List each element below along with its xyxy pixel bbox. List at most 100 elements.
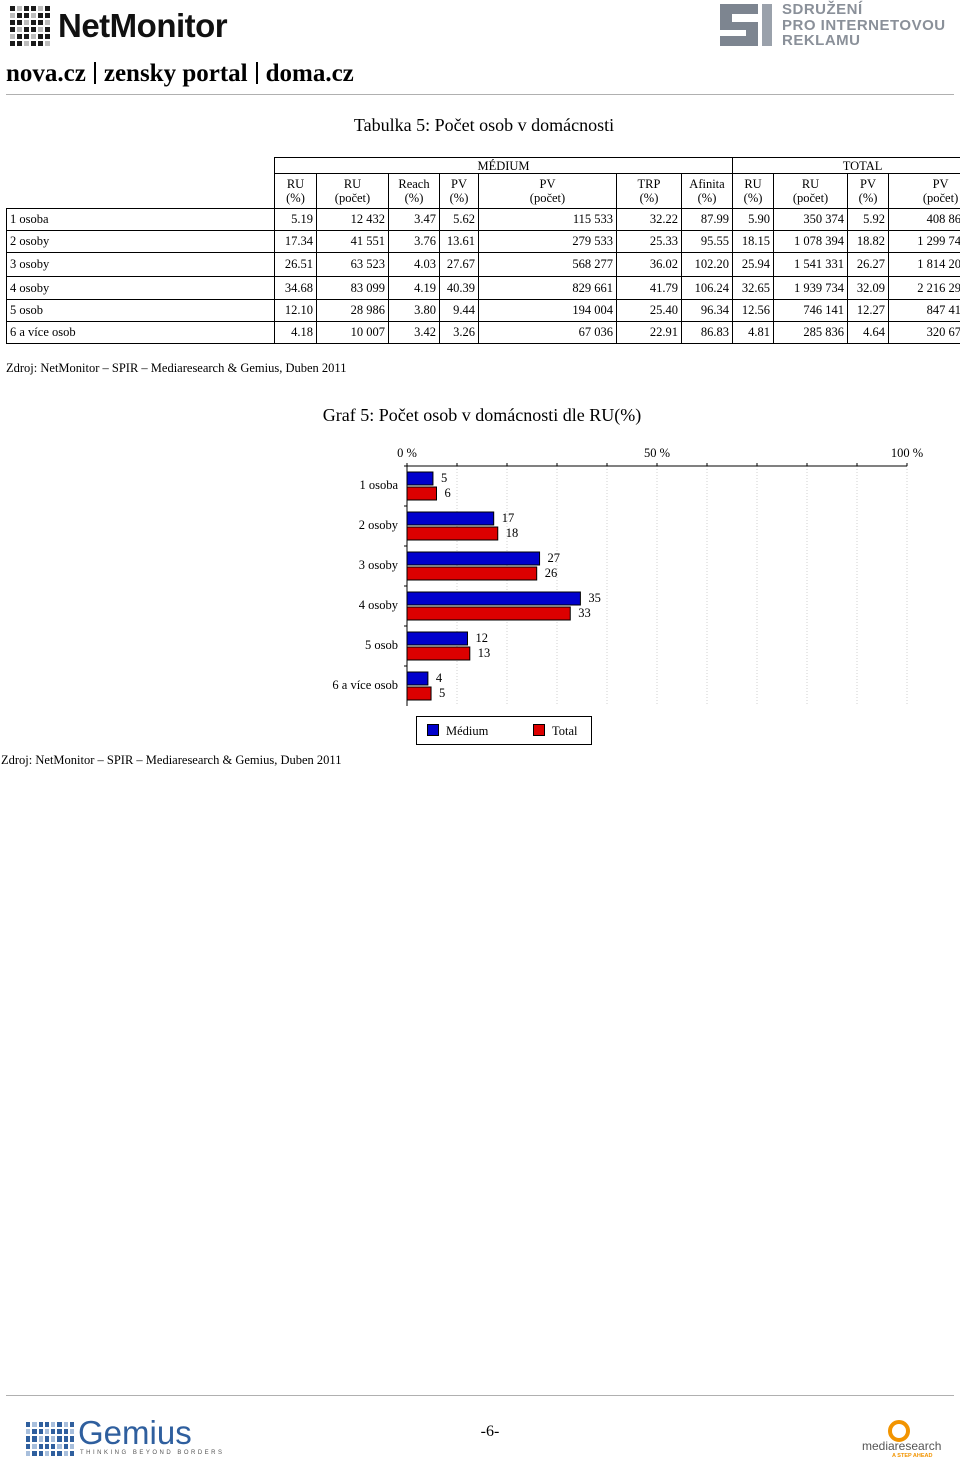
- table-cell: 12.10: [274, 299, 317, 322]
- spir-logo-line-3: REKLAMU: [782, 32, 861, 49]
- table-cell: 5.62: [439, 208, 479, 231]
- table-cell: 96.34: [680, 299, 734, 322]
- page-number: -6-: [0, 1423, 960, 1441]
- table-cell: 5.19: [274, 208, 317, 231]
- table-cell: 41 551: [316, 230, 389, 253]
- table-row: 2 osoby 17.34 41 551 3.76 13.61 279 533 25.33 9…: [6, 230, 960, 253]
- table-title-text: Tabulka 5: Počet osob v domácnosti: [353, 115, 615, 135]
- column-header-line-1: PV: [860, 177, 877, 191]
- header-divider: [6, 94, 954, 95]
- data-label-total: 26: [545, 566, 558, 580]
- row-label: 1 osoba: [6, 208, 275, 231]
- table-cell: 3.76: [388, 230, 440, 253]
- table-cell: 4.18: [274, 321, 317, 344]
- table-cell: 83 099: [316, 276, 389, 300]
- y-tick-label: 5 osob: [365, 638, 398, 652]
- column-header-line-1: Reach: [398, 177, 430, 191]
- table-title: Tabulka 5: Počet osob v domácnosti: [0, 115, 960, 136]
- table-cell: 5.92: [847, 208, 890, 231]
- netmonitor-logo-mark: [10, 6, 50, 46]
- bar-total: [406, 566, 538, 581]
- table-cell: 279 533: [478, 230, 617, 253]
- table-cell: 12 432: [316, 208, 389, 231]
- column-header: RU (počet): [773, 173, 849, 209]
- mediaresearch-logo-text: mediaresearch: [862, 1439, 942, 1453]
- column-header-line-1: RU: [744, 177, 762, 191]
- table-cell: 350 374: [773, 208, 849, 231]
- group-header-total: TOTAL: [732, 157, 960, 174]
- group-header-medium: MÉDIUM: [273, 157, 734, 174]
- column-header-line-1: PV: [932, 177, 949, 191]
- data-label-medium: 12: [476, 631, 489, 645]
- site-separator: [255, 62, 258, 84]
- spir-logo-line-1: SDRUŽENÍ: [782, 1, 863, 18]
- data-label-medium: 35: [588, 591, 601, 605]
- legend-item-medium: Médium: [427, 724, 488, 739]
- data-table: MÉDIUM TOTAL RU (%) RU (počet) Reach (%) PV (%)…: [6, 157, 960, 344]
- column-header: PV (počet): [888, 173, 960, 209]
- column-header-line-2: (počet): [792, 191, 829, 205]
- column-header-line-1: PV: [451, 177, 467, 191]
- gemius-tagline: THINKING BEYOND BORDERS: [80, 1450, 225, 1456]
- table-cell: 32.09: [847, 276, 890, 300]
- table-cell: 12.56: [732, 299, 775, 322]
- table-cell: 41.79: [616, 276, 682, 300]
- chart-title: Graf 5: Počet osob v domácnosti dle RU(%…: [0, 405, 960, 426]
- table-cell: 32.65: [732, 276, 775, 300]
- footer-divider: [6, 1395, 954, 1396]
- spir-logo-text: SDRUŽENÍ PRO INTERNETOVOU REKLAMU: [782, 2, 946, 49]
- table-cell: 285 836: [773, 321, 849, 344]
- gemius-logo-text: Gemius: [78, 1414, 192, 1451]
- table-row: 3 osoby 26.51 63 523 4.03 27.67 568 277 36.02 1…: [6, 252, 960, 277]
- table-cell: 4.03: [388, 252, 440, 277]
- column-header: Reach (%): [388, 173, 440, 209]
- data-label-total: 6: [445, 486, 451, 500]
- column-header-line-1: RU: [801, 177, 820, 191]
- site-name-1: nova.cz: [6, 60, 86, 87]
- table-cell: 194 004: [478, 299, 617, 322]
- mediaresearch-tagline: A STEP AHEAD: [892, 1453, 933, 1459]
- column-header: TRP (%): [616, 173, 682, 209]
- table-cell: 34.68: [274, 276, 317, 300]
- site-separator: [93, 62, 96, 84]
- table-cell: 63 523: [316, 252, 389, 277]
- table-cell: 1 541 331: [773, 252, 849, 277]
- row-label: 6 a více osob: [6, 321, 275, 344]
- table-cell: 1 939 734: [773, 276, 849, 300]
- table-cell: 32.22: [616, 208, 682, 231]
- table-cell: 9.44: [439, 299, 479, 322]
- data-label-medium: 27: [548, 551, 561, 565]
- column-header: RU (počet): [316, 173, 389, 209]
- column-header-line-2: (%): [404, 191, 424, 205]
- bar-medium: [406, 631, 468, 646]
- netmonitor-logo: NetMonitor: [10, 4, 250, 48]
- mediaresearch-logo: mediaresearch A STEP AHEAD: [862, 1420, 952, 1460]
- spir-logo-line-2: PRO INTERNETOVOU: [782, 16, 946, 34]
- data-label-total: 18: [506, 526, 519, 540]
- table-cell: 27.67: [439, 252, 479, 277]
- table-cell: 102.20: [680, 252, 734, 277]
- x-tick-label: 100 %: [891, 446, 923, 460]
- table-cell: 847 410 212: [888, 299, 960, 322]
- table-cell: 829 661: [478, 276, 617, 300]
- table-cell: 18.82: [847, 230, 890, 253]
- table-row: 5 osob 12.10 28 986 3.80 9.44 194 004 25.40 96.…: [6, 299, 960, 322]
- table-row: 1 osoba 5.19 12 432 3.47 5.62 115 533 32.22 87.…: [6, 208, 960, 231]
- y-tick-label: 3 osoby: [359, 558, 399, 572]
- table-cell: 4.64: [847, 321, 890, 344]
- table-cell: 18.15: [732, 230, 775, 253]
- column-header-line-2: (%): [286, 191, 305, 205]
- row-header-blank: [6, 157, 275, 209]
- table-cell: 568 277: [478, 252, 617, 277]
- table-cell: 4.19: [388, 276, 440, 300]
- table-cell: 22.91: [616, 321, 682, 344]
- column-header-line-1: PV: [539, 177, 556, 191]
- table-cell: 86.83: [680, 321, 734, 344]
- chart-legend: Médium Total: [416, 716, 592, 745]
- spir-logo: SDRUŽENÍ PRO INTERNETOVOU REKLAMU: [718, 2, 954, 50]
- column-header: RU (%): [732, 173, 775, 209]
- site-name-3: doma.cz: [265, 60, 354, 87]
- table-cell: 25.40: [616, 299, 682, 322]
- gemius-logo-mark: [26, 1422, 74, 1456]
- bar-medium: [406, 591, 581, 606]
